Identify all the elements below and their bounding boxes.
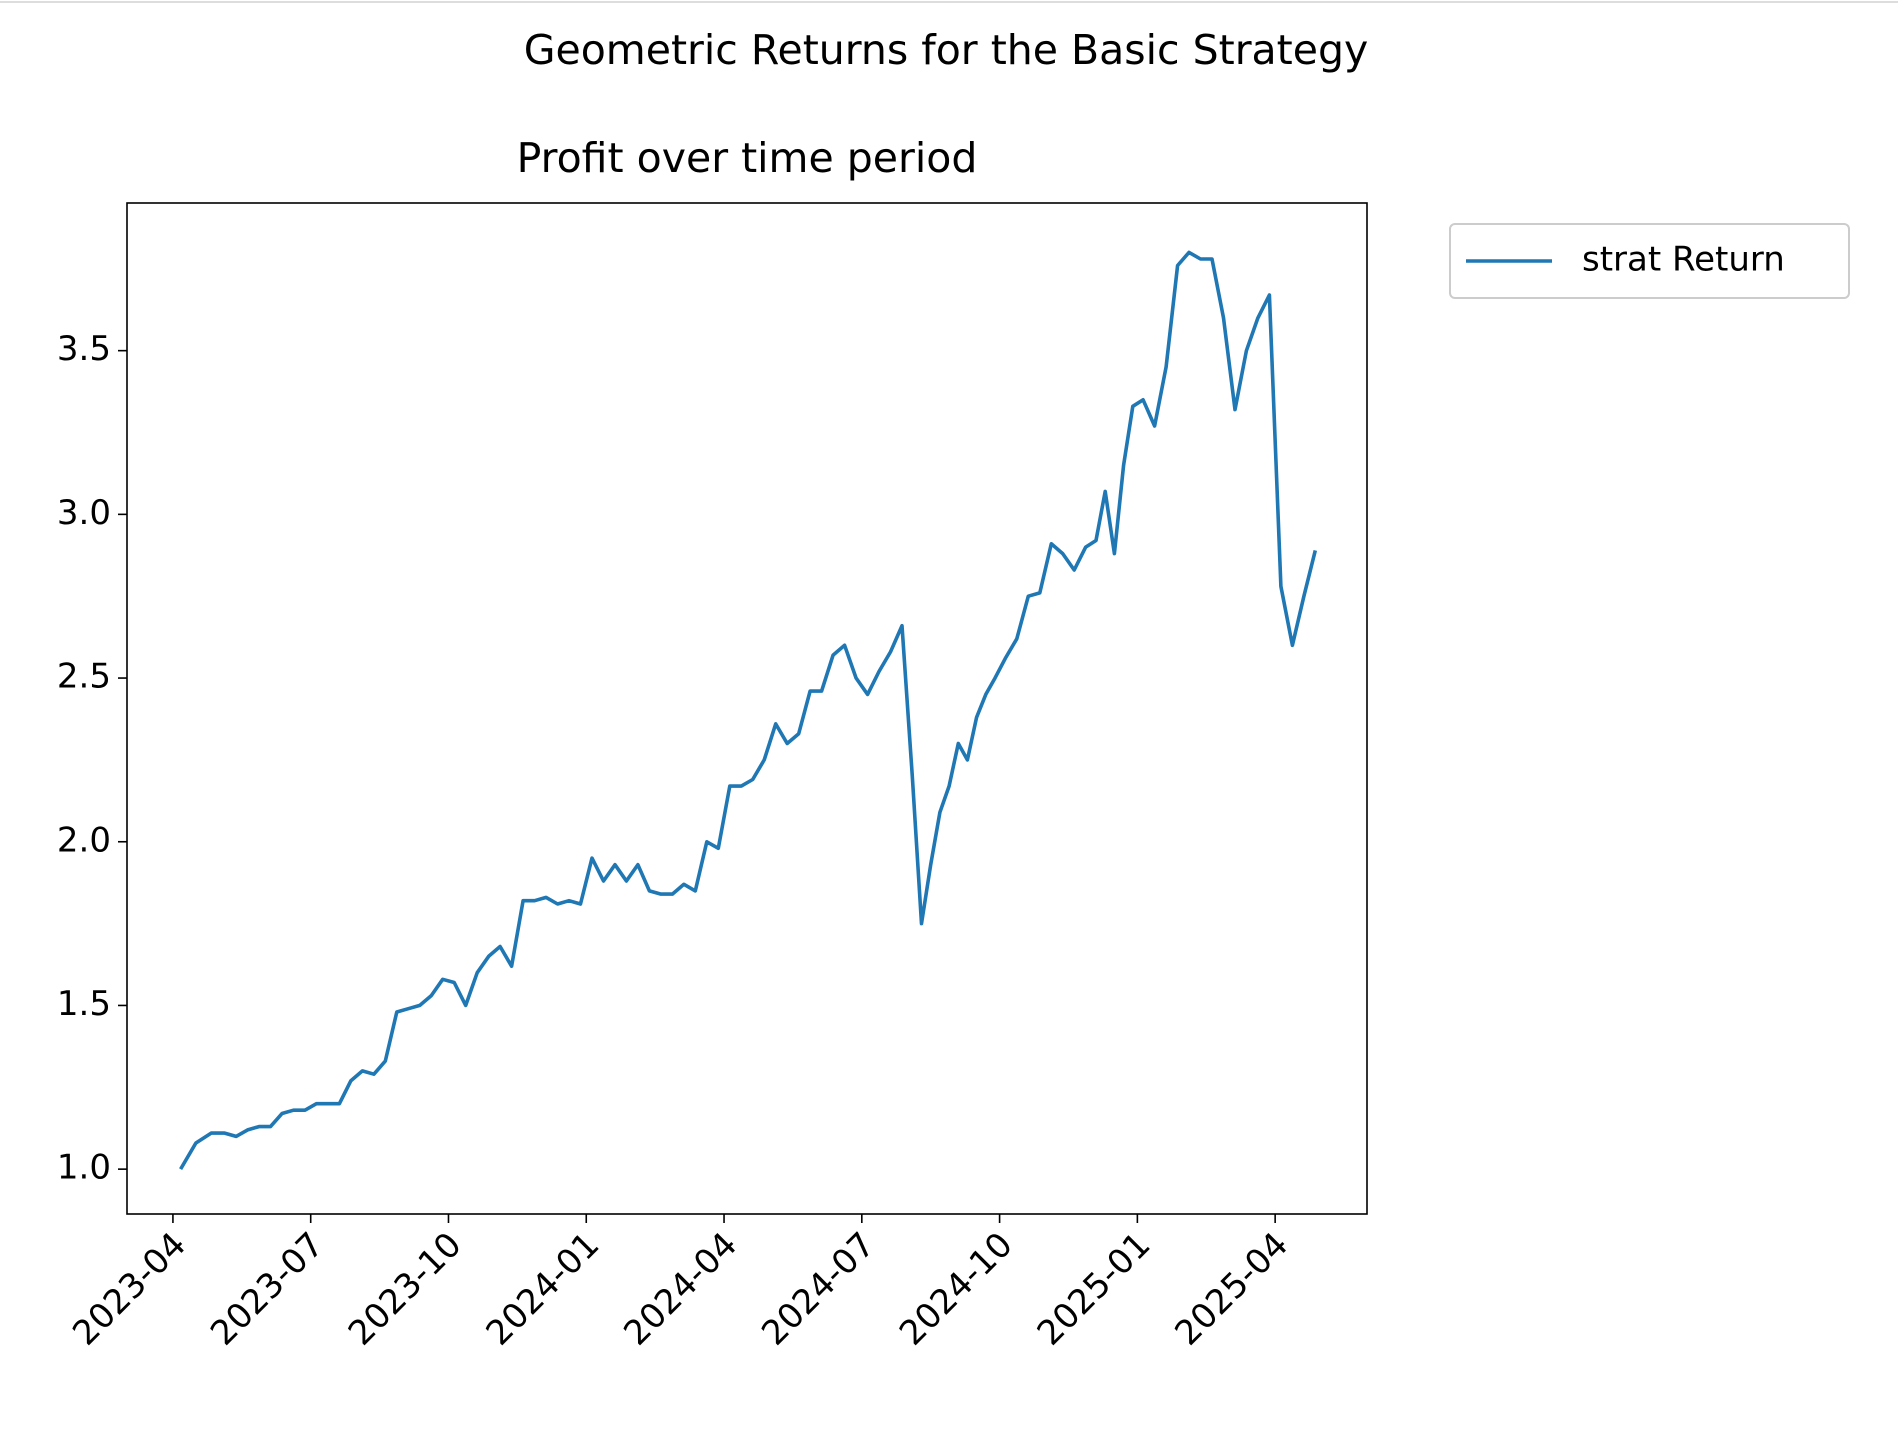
chart-title: Geometric Returns for the Basic Strategy bbox=[524, 26, 1369, 74]
y-tick-label: 2.5 bbox=[57, 657, 111, 697]
y-tick-label: 2.0 bbox=[57, 820, 111, 860]
x-tick-label: 2024-10 bbox=[892, 1225, 1021, 1354]
y-tick-label: 1.5 bbox=[57, 984, 111, 1024]
x-tick-label: 2024-01 bbox=[479, 1225, 608, 1354]
x-tick-label: 2023-10 bbox=[341, 1225, 470, 1354]
line-series bbox=[179, 250, 1318, 1171]
y-tick-label: 1.0 bbox=[57, 1148, 111, 1188]
y-tick-label: 3.5 bbox=[57, 329, 111, 369]
x-tick-label: 2023-07 bbox=[203, 1225, 332, 1354]
chart-subtitle: Profit over time period bbox=[517, 134, 978, 182]
legend-label: strat Return bbox=[1582, 240, 1785, 280]
x-tick-label: 2024-07 bbox=[754, 1225, 883, 1354]
x-tick-label: 2025-01 bbox=[1030, 1225, 1159, 1354]
legend-box bbox=[1449, 223, 1850, 299]
y-tick-label: 3.0 bbox=[57, 493, 111, 533]
x-tick-label: 2025-04 bbox=[1167, 1225, 1296, 1354]
plot-frame bbox=[126, 202, 1368, 1215]
x-tick-label: 2023-04 bbox=[65, 1225, 194, 1354]
x-tick-label: 2024-04 bbox=[616, 1225, 745, 1354]
